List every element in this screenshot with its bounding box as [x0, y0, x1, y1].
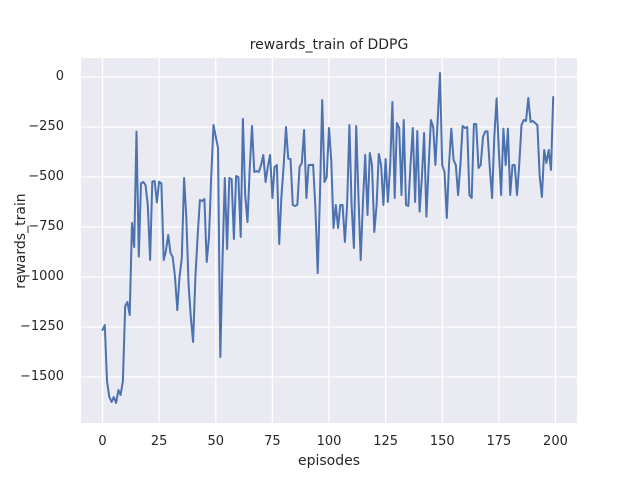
- x-tick-label: 25: [150, 434, 168, 449]
- y-tick-label: −1500: [20, 369, 64, 384]
- y-tick-label: −500: [28, 169, 64, 184]
- y-tick-label: −750: [28, 219, 64, 234]
- x-tick-label: 125: [373, 434, 399, 449]
- x-tick-label: 0: [98, 434, 107, 449]
- x-tick-label: 200: [543, 434, 568, 449]
- y-tick-label: −250: [28, 119, 64, 134]
- chart-title: rewards_train of DDPG: [249, 37, 409, 53]
- y-tick-label: −1250: [20, 319, 64, 334]
- x-axis-label: episodes: [297, 453, 361, 469]
- y-tick-label: 0: [55, 69, 64, 84]
- x-tick-label: 50: [207, 434, 225, 449]
- y-axis-label: rewards_train: [13, 193, 29, 289]
- x-tick-label: 150: [429, 434, 455, 449]
- x-tick-label: 100: [316, 434, 342, 449]
- reward-line: [101, 72, 555, 404]
- x-tick-label: 75: [264, 434, 281, 449]
- y-tick-label: −1000: [20, 269, 64, 284]
- x-tick-label: 175: [486, 434, 512, 449]
